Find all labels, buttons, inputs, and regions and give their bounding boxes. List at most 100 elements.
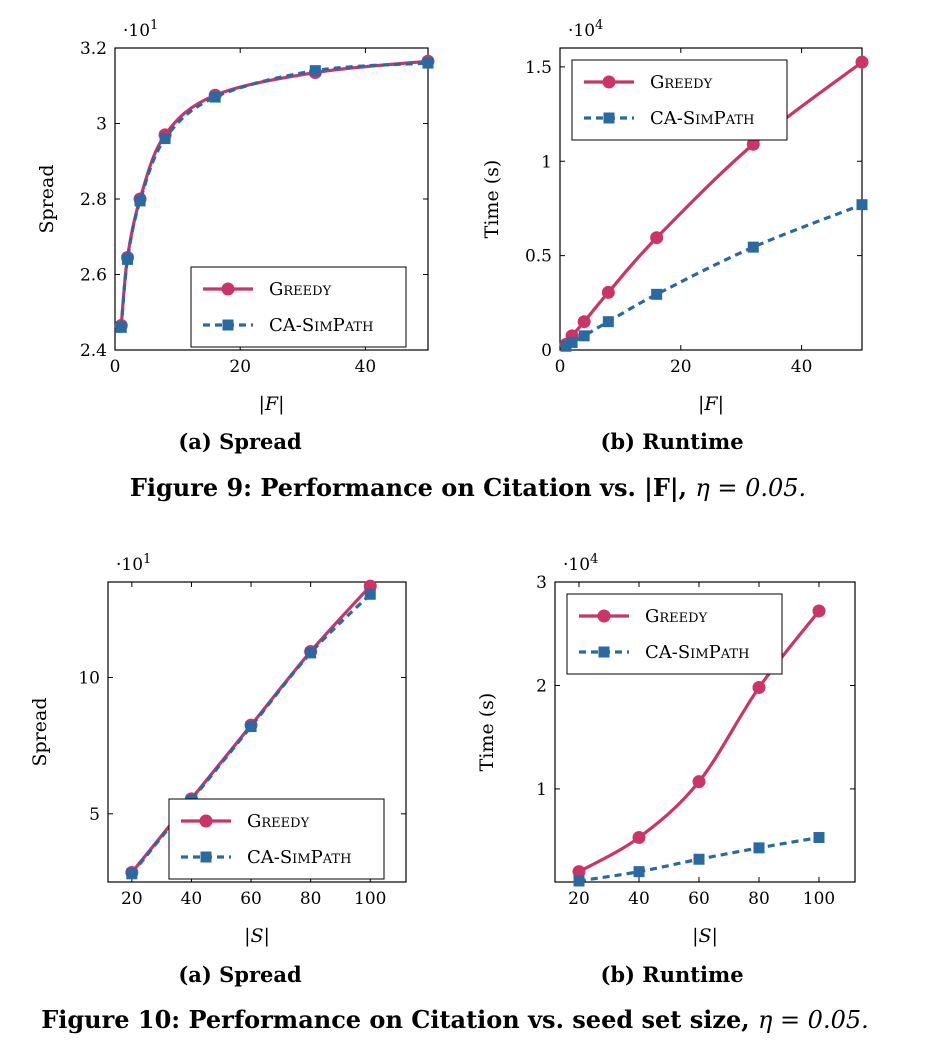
series-ca_simpath	[560, 199, 868, 352]
plot-frame	[107, 581, 407, 883]
data-point	[305, 647, 317, 659]
data-point	[812, 604, 826, 618]
plot-frame	[554, 581, 856, 883]
y-tick-label: 2.4	[80, 341, 107, 361]
legend-swatch-marker	[222, 319, 234, 331]
legend-swatch-marker	[603, 112, 615, 124]
legend-swatch-marker	[200, 851, 212, 863]
x-tick-label: 20	[121, 889, 143, 909]
data-point	[651, 288, 663, 300]
data-point	[753, 842, 765, 854]
data-point	[632, 831, 646, 845]
legend-swatch-marker	[598, 646, 610, 658]
plot-frame	[559, 47, 863, 351]
y-tick-label: 1	[541, 152, 552, 172]
legend-swatch-marker	[602, 75, 616, 89]
y-tick-label: 0.5	[525, 247, 552, 267]
y-tick-label: 2	[536, 676, 547, 696]
legend-label-ca_simpath: CA-SimPath	[650, 108, 754, 129]
data-point	[693, 853, 705, 865]
legend-box	[571, 59, 788, 141]
y-axis-label: Spread	[29, 698, 51, 767]
chart-3: 20 40 60 80 100 5 10 ·101 |S| Spread (a) Spread Gre…	[29, 552, 407, 987]
chart-1: 0 20 40 2.4 2.6 2.8 3 3.2 ·101 |F| Spread (a) Sprea…	[36, 18, 435, 454]
subcaption: (a) Spread	[178, 962, 302, 987]
x-tick-label: 0	[110, 357, 121, 377]
data-point	[747, 241, 759, 253]
y-axis-label: Spread	[36, 165, 58, 234]
y-tick-label: 3.2	[80, 39, 107, 59]
legend: Greedy CA-SimPath	[571, 59, 788, 141]
data-point	[577, 315, 591, 329]
y-multiplier: ·104	[563, 552, 598, 575]
data-point	[578, 330, 590, 342]
data-point	[364, 588, 376, 600]
data-point	[209, 91, 221, 103]
data-point	[692, 775, 706, 789]
x-tick-label: 60	[688, 889, 710, 909]
data-point	[650, 231, 664, 245]
y-tick-label: 2.6	[80, 266, 107, 286]
x-tick-label: 100	[354, 889, 386, 909]
legend-label-greedy: Greedy	[247, 811, 310, 832]
data-point	[560, 340, 572, 352]
data-point	[602, 316, 614, 328]
data-point	[126, 868, 138, 880]
legend: Greedy CA-SimPath	[168, 798, 385, 880]
legend-label-greedy: Greedy	[650, 72, 713, 93]
y-tick-label: 3	[96, 115, 107, 135]
y-tick-label: 2.8	[80, 190, 107, 210]
subcaption: (a) Spread	[178, 429, 302, 454]
legend-label-greedy: Greedy	[269, 279, 332, 300]
x-tick-label: 60	[240, 889, 262, 909]
data-point	[309, 65, 321, 77]
x-axis-label: |S|	[692, 925, 718, 947]
data-point	[422, 57, 434, 69]
legend-box	[566, 593, 783, 675]
x-tick-label: 20	[670, 357, 692, 377]
legend: Greedy CA-SimPath	[566, 593, 783, 675]
subcaption: (b) Runtime	[600, 962, 743, 987]
subcaption: (b) Runtime	[600, 429, 743, 454]
series-line	[119, 61, 429, 328]
x-axis-label: |F|	[698, 393, 724, 415]
y-axis-label: Time (s)	[481, 160, 503, 239]
legend-label-ca_simpath: CA-SimPath	[645, 642, 749, 663]
data-point	[573, 875, 585, 887]
data-point	[856, 199, 868, 211]
y-multiplier: ·101	[123, 18, 158, 41]
data-point	[122, 253, 134, 265]
x-tick-label: 40	[791, 357, 813, 377]
data-point	[115, 321, 127, 333]
legend-label-ca_simpath: CA-SimPath	[269, 315, 373, 336]
x-tick-label: 40	[355, 357, 377, 377]
data-point	[159, 133, 171, 145]
data-point	[601, 285, 615, 299]
x-tick-label: 80	[300, 889, 322, 909]
y-tick-label: 1.5	[525, 58, 552, 78]
series-ca_simpath	[115, 57, 434, 333]
data-point	[855, 55, 869, 69]
legend-swatch-marker	[221, 282, 235, 296]
x-tick-label: 0	[555, 357, 566, 377]
legend-box	[168, 798, 385, 880]
y-multiplier: ·104	[568, 18, 603, 41]
series-line	[565, 203, 863, 348]
series-ca_simpath	[573, 832, 825, 887]
legend-label-ca_simpath: CA-SimPath	[247, 847, 351, 868]
legend-swatch-marker	[597, 609, 611, 623]
data-point	[245, 721, 257, 733]
x-tick-label: 80	[748, 889, 770, 909]
x-tick-label: 20	[229, 357, 251, 377]
x-tick-label: 100	[803, 889, 835, 909]
data-point	[566, 336, 578, 348]
y-axis-label: Time (s)	[476, 693, 498, 772]
y-tick-label: 0	[541, 341, 552, 361]
figure-10-caption: Figure 10: Performance on Citation vs. s…	[41, 1005, 869, 1034]
legend-label-greedy: Greedy	[645, 606, 708, 627]
figure-9-caption: Figure 9: Performance on Citation vs. |F…	[130, 473, 806, 502]
y-tick-label: 3	[536, 573, 547, 593]
legend: Greedy CA-SimPath	[190, 266, 407, 348]
x-axis-label: |S|	[244, 925, 270, 947]
